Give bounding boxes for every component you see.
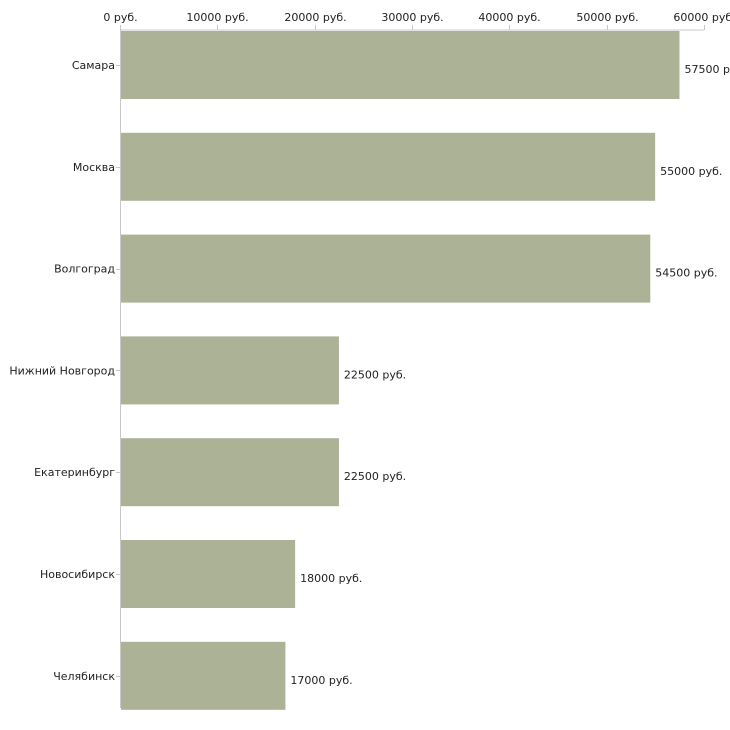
- x-tick-label: 60000 руб.: [673, 11, 730, 24]
- x-tick-label: 30000 руб.: [381, 11, 443, 24]
- category-label: Новосибирск: [40, 568, 115, 581]
- x-tick-label: 40000 руб.: [478, 11, 540, 24]
- category-label: Екатеринбург: [34, 466, 115, 479]
- category-label: Волгоград: [54, 263, 115, 276]
- y-axis: Самара Москва Волгоград Нижний Новгород Екат…: [9, 30, 121, 708]
- x-axis: 0 руб. 10000 руб. 20000 руб. 30000 руб. 4000…: [103, 11, 730, 31]
- category-label: Москва: [73, 161, 115, 174]
- value-label: 22500 руб.: [344, 470, 406, 483]
- category-label: Челябинск: [53, 670, 115, 683]
- x-tick-label: 0 руб.: [103, 11, 137, 24]
- bars: [121, 31, 680, 710]
- category-label: Самара: [72, 59, 115, 72]
- value-label: 18000 руб.: [300, 572, 362, 585]
- value-label: 55000 руб.: [660, 165, 722, 178]
- value-label: 57500 руб.: [684, 63, 730, 76]
- x-tick-label: 10000 руб.: [186, 11, 248, 24]
- x-tick-label: 20000 руб.: [284, 11, 346, 24]
- value-label: 22500 руб.: [344, 368, 406, 381]
- value-label: 54500 руб.: [655, 267, 717, 280]
- bar: [121, 31, 680, 99]
- value-label: 17000 руб.: [290, 674, 352, 687]
- category-label: Нижний Новгород: [9, 364, 115, 377]
- bar: [121, 438, 339, 507]
- bar: [121, 641, 286, 710]
- x-tick-label: 50000 руб.: [576, 11, 638, 24]
- bar: [121, 336, 339, 405]
- bar: [121, 540, 296, 608]
- bar: [121, 132, 656, 201]
- value-labels: 57500 руб. 55000 руб. 54500 руб. 22500 руб.…: [290, 63, 730, 687]
- bar: [121, 234, 651, 303]
